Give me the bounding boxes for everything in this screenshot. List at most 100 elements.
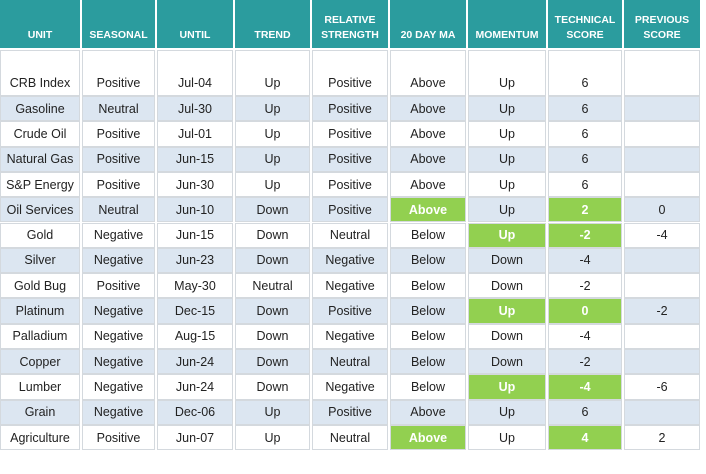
table-cell-text: Neutral	[98, 101, 139, 116]
table-cell-text: Up	[264, 177, 281, 192]
table-cell: 0	[624, 197, 700, 223]
table-cell: Negative	[312, 323, 388, 349]
table-cell-text: Jun-10	[175, 202, 215, 217]
table-cell: Dec-06	[157, 399, 233, 425]
table-cell: Negative	[82, 247, 155, 274]
table-cell-text: -2	[579, 354, 591, 369]
table-cell: Positive	[82, 146, 155, 172]
table-cell-text: Natural Gas	[6, 152, 74, 167]
table-cell-text: -4	[579, 253, 591, 268]
table-cell-text: Agriculture	[10, 430, 70, 445]
table-cell: Below	[390, 323, 466, 349]
table-cell-text: CRB Index	[9, 76, 71, 90]
table-cell-text: Above	[410, 101, 446, 116]
column-header-text: UNTIL	[179, 29, 211, 41]
column-header-text: PREVIOUS SCORE	[634, 14, 690, 41]
table-cell-text: Below	[410, 278, 446, 293]
table-cell: Above	[390, 50, 466, 96]
table-cell-text: Positive	[328, 177, 372, 192]
table-cell: Positive	[312, 399, 388, 425]
table-cell: Jun-24	[157, 349, 233, 375]
table-cell-text: Up	[498, 379, 516, 394]
table-cell-text: -2	[579, 278, 591, 293]
table-cell: Positive	[82, 121, 155, 147]
table-cell: 6	[548, 399, 622, 425]
table-cell-text: Above	[408, 430, 448, 445]
table-cell: S&P Energy	[0, 171, 80, 198]
table-cell-text: Negative	[93, 405, 144, 420]
table-cell-text: S&P Energy	[6, 177, 74, 192]
column-header-text: TREND	[254, 29, 291, 41]
table-cell: -2	[624, 298, 700, 324]
table-cell-text: Positive	[328, 126, 372, 141]
table-cell-text: -6	[656, 379, 668, 394]
table-cell: Negative	[82, 298, 155, 324]
table-cell-text: Positive	[328, 202, 372, 217]
table-cell: Below	[390, 298, 466, 324]
table-cell: Grain	[0, 399, 80, 425]
column-header: TREND	[235, 0, 310, 48]
table-cell-text: Down	[256, 329, 289, 344]
table-cell: Neutral	[312, 222, 388, 248]
table-cell-text: Up	[499, 405, 515, 420]
column-header-text: SEASONAL	[89, 29, 148, 41]
table-cell-text: 6	[581, 126, 589, 141]
table-cell: 6	[548, 171, 622, 198]
table-cell	[624, 171, 700, 198]
table-cell-text: Neutral	[329, 430, 371, 445]
table-cell-text: Negative	[325, 253, 375, 268]
table-cell-text: Negative	[93, 228, 144, 243]
table-cell-text: Up	[264, 405, 281, 420]
table-cell: Up	[468, 146, 546, 172]
table-cell-text: Positive	[96, 430, 141, 445]
table-cell: Up	[235, 424, 310, 451]
table-cell-text: Down	[491, 329, 523, 344]
table-cell: Up	[235, 171, 310, 198]
table-cell	[624, 399, 700, 425]
table-cell-text: 6	[581, 101, 589, 116]
table-cell: Positive	[82, 273, 155, 299]
column-header: UNIT	[0, 0, 80, 48]
table-cell-text: Neutral	[329, 354, 371, 369]
table-cell: -6	[624, 374, 700, 400]
column-header-text: RELATIVE STRENGTH	[321, 14, 379, 41]
table-cell: Negative	[82, 374, 155, 400]
table-cell-text: Up	[499, 430, 515, 445]
table-cell: Jun-15	[157, 222, 233, 248]
table-cell: Up	[468, 121, 546, 147]
table-cell: Above	[390, 121, 466, 147]
table-cell: Neutral	[82, 197, 155, 223]
table-cell	[624, 96, 700, 122]
table-cell-text: Gold Bug	[13, 278, 67, 293]
table-cell-text: -2	[656, 304, 668, 319]
table-cell: Below	[390, 374, 466, 400]
table-cell: Platinum	[0, 298, 80, 324]
table-cell: Aug-15	[157, 323, 233, 349]
table-cell: Up	[235, 96, 310, 122]
table-cell: Down	[468, 273, 546, 299]
table-cell	[624, 323, 700, 349]
table-cell-text: Down	[256, 202, 289, 217]
table-cell-text: Up	[499, 177, 515, 192]
table-cell: 2	[624, 424, 700, 451]
table-cell-text: Positive	[96, 278, 141, 293]
table-cell: Positive	[312, 146, 388, 172]
table-cell-text: Positive	[96, 76, 141, 90]
column-header-text: MOMENTUM	[475, 29, 539, 41]
table-cell: Down	[235, 298, 310, 324]
table-cell: Down	[235, 349, 310, 375]
table-cell-text: Positive	[328, 405, 372, 420]
table-cell: Down	[235, 374, 310, 400]
table-cell-text: Neutral	[98, 202, 139, 217]
table-cell-text: Jul-04	[177, 76, 213, 90]
table-cell-text: Up	[264, 152, 281, 167]
table-cell: -4	[624, 222, 700, 248]
table-cell: Copper	[0, 349, 80, 375]
table-cell-text: Below	[410, 379, 446, 394]
table-cell-text: Positive	[328, 304, 372, 319]
table-cell-text: Positive	[328, 101, 372, 116]
table-cell: Up	[235, 399, 310, 425]
table-cell-text: Oil Services	[6, 202, 74, 217]
table-cell-text: Above	[410, 76, 446, 90]
table-cell: Up	[235, 121, 310, 147]
